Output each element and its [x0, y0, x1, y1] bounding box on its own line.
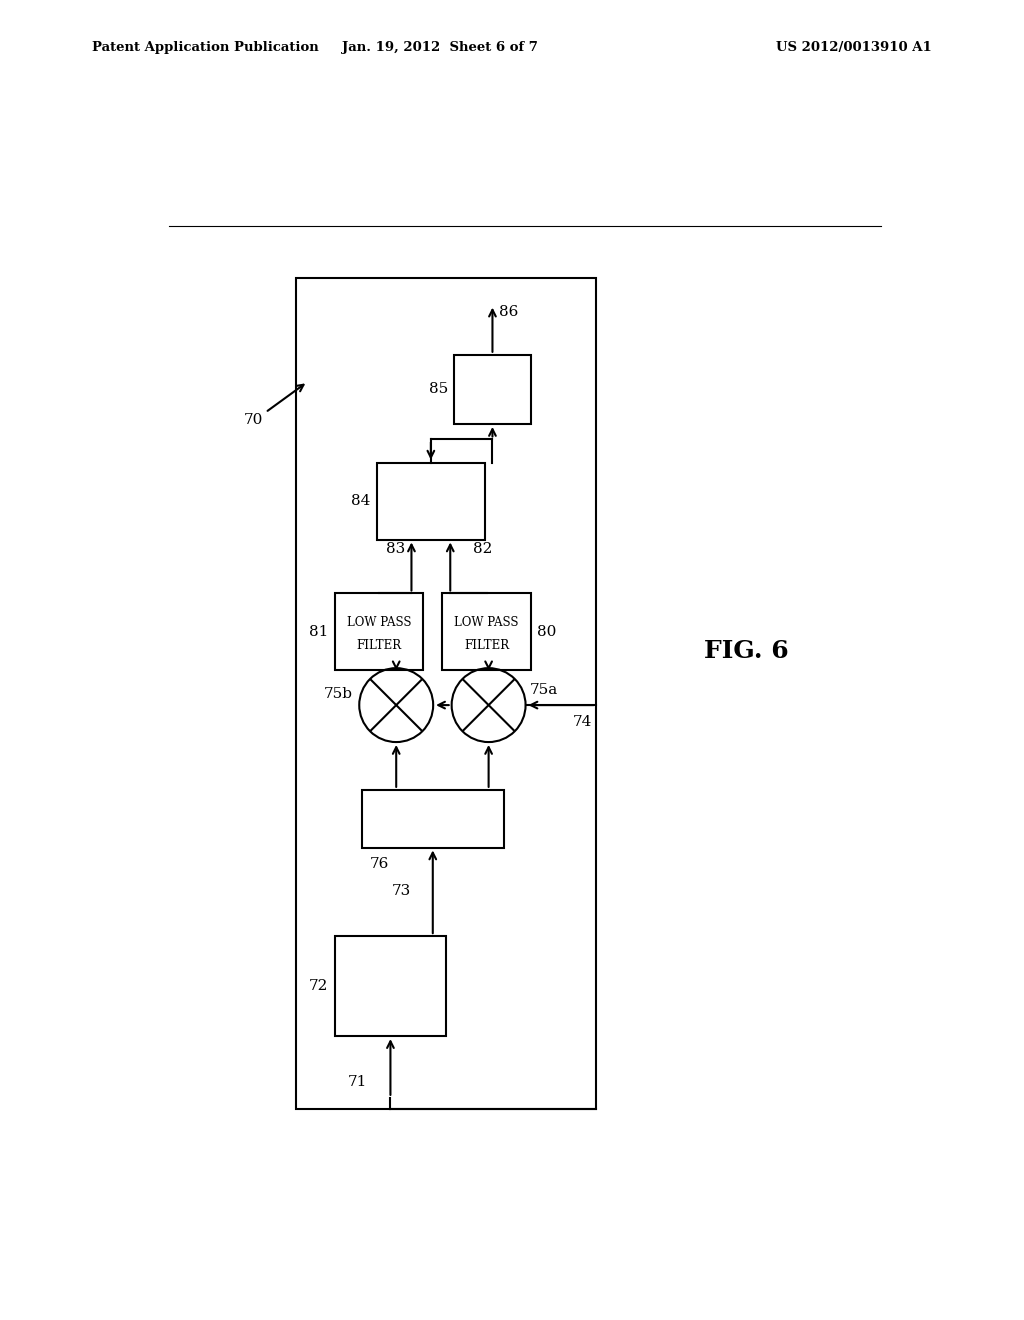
Text: FIG. 6: FIG. 6: [705, 639, 788, 663]
Bar: [361, 789, 504, 847]
Text: 76: 76: [370, 858, 389, 871]
Bar: [335, 594, 423, 671]
Text: US 2012/0013910 A1: US 2012/0013910 A1: [776, 41, 932, 54]
Text: 74: 74: [573, 715, 593, 729]
Text: FILTER: FILTER: [464, 639, 509, 652]
Text: LOW PASS: LOW PASS: [347, 616, 411, 630]
Text: 73: 73: [392, 884, 412, 899]
Text: Jan. 19, 2012  Sheet 6 of 7: Jan. 19, 2012 Sheet 6 of 7: [342, 41, 539, 54]
Text: FILTER: FILTER: [356, 639, 401, 652]
Text: 71: 71: [348, 1076, 368, 1089]
Text: 86: 86: [499, 305, 518, 319]
Text: 83: 83: [386, 541, 406, 556]
Text: 70: 70: [244, 413, 263, 428]
Text: Patent Application Publication: Patent Application Publication: [92, 41, 318, 54]
Text: 75b: 75b: [324, 686, 353, 701]
Bar: [296, 277, 596, 1109]
Bar: [454, 355, 531, 424]
Bar: [335, 936, 446, 1036]
Bar: [442, 594, 531, 671]
Text: 80: 80: [538, 624, 556, 639]
Text: 82: 82: [473, 541, 493, 556]
Text: 84: 84: [351, 494, 371, 508]
Bar: [377, 462, 484, 540]
Text: LOW PASS: LOW PASS: [455, 616, 519, 630]
Text: 81: 81: [309, 624, 329, 639]
Text: 85: 85: [429, 383, 447, 396]
Text: 75a: 75a: [529, 682, 558, 697]
Text: 72: 72: [309, 979, 329, 993]
